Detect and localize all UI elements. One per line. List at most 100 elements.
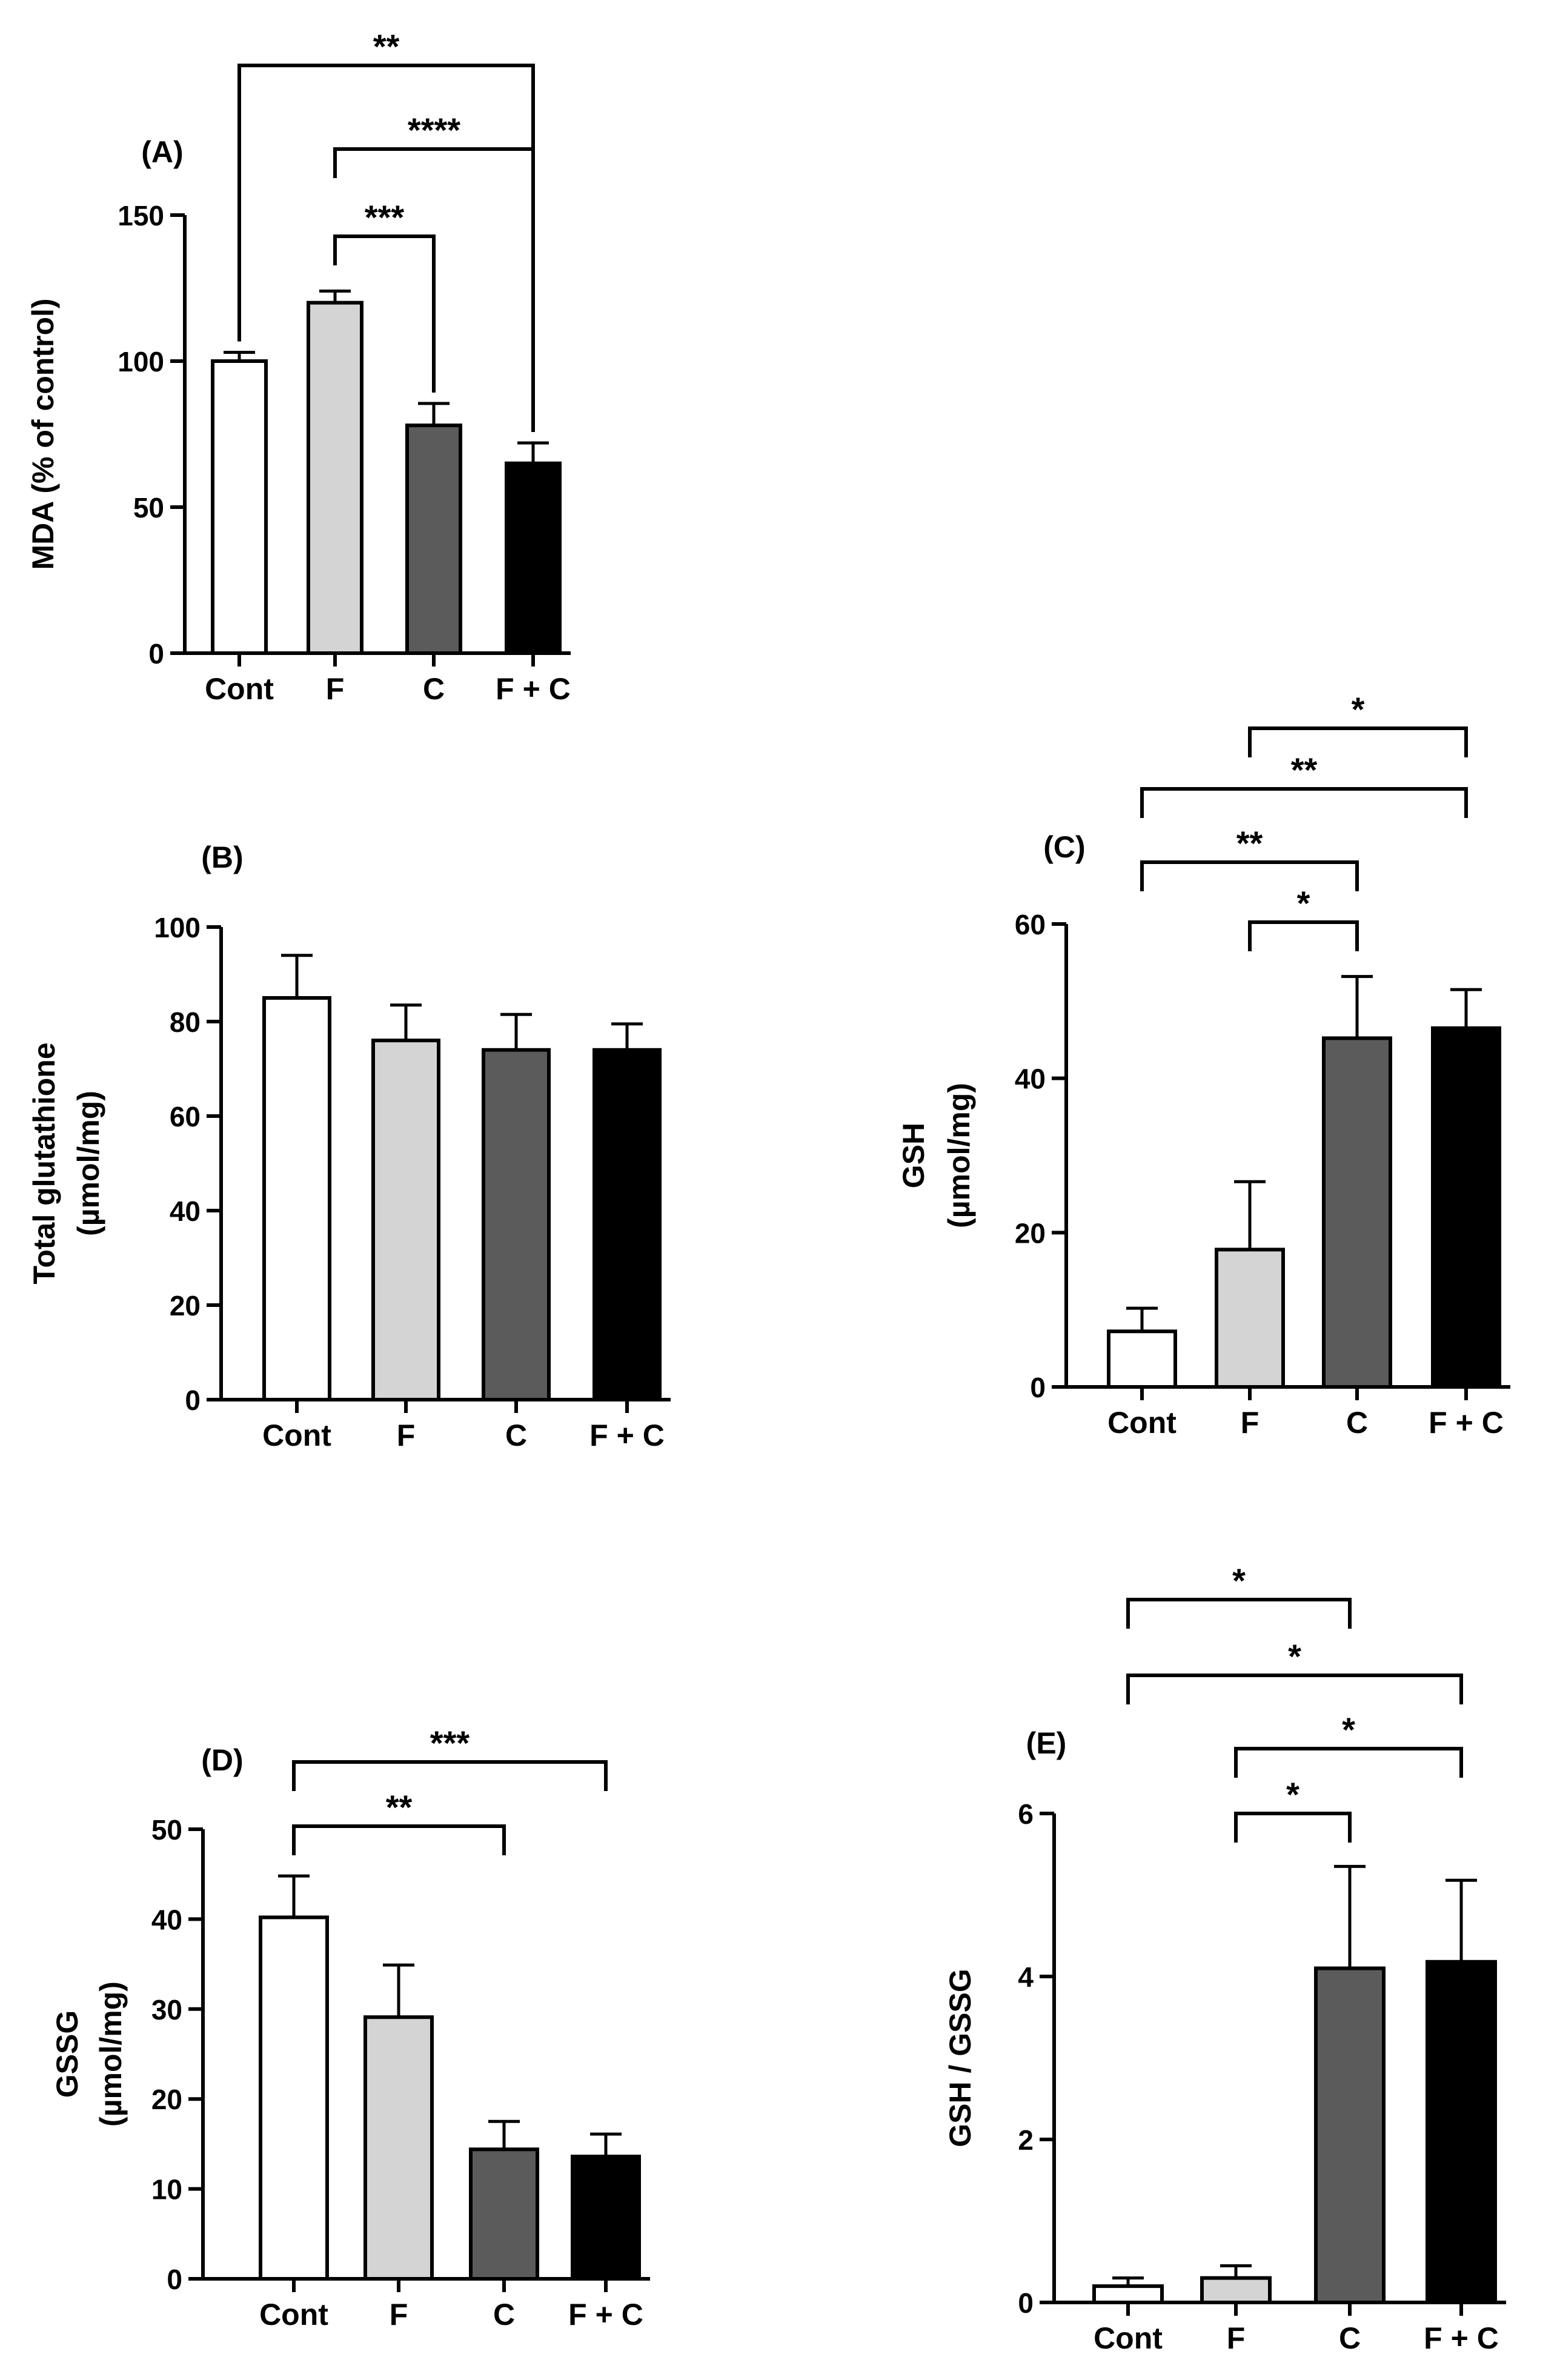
bar-c	[405, 424, 462, 655]
y-tick-label: 0	[185, 1384, 201, 1416]
significance-bracket	[1140, 787, 1468, 818]
significance-label: *	[1297, 884, 1310, 922]
significance-bracket	[1234, 1747, 1463, 1778]
significance-bracket	[1248, 726, 1468, 757]
y-axis-label: GSH / GSSG	[943, 1969, 977, 2147]
panel-e: (E) 0 2 4 6 GSH / GSSG Cont F C F + C * * * *	[943, 1561, 1506, 2355]
bar-cont	[1092, 2284, 1164, 2305]
y-tick-label: 10	[151, 2174, 182, 2205]
x-tick-label: F + C	[568, 2298, 643, 2332]
significance-bracket	[237, 64, 535, 432]
significance-label: **	[1236, 824, 1263, 862]
y-tick-label: 60	[170, 1101, 201, 1132]
bar-fplusc	[1431, 1026, 1501, 1389]
y-tick-label: 20	[151, 2084, 182, 2115]
bar-fplusc	[592, 1048, 662, 1402]
x-tick-label: Cont	[262, 1418, 331, 1452]
x-tick-label: F	[1227, 2321, 1246, 2355]
y-axis-label: MDA (% of control)	[26, 298, 60, 570]
bar-f	[371, 1039, 440, 1401]
y-tick-label: 60	[1015, 909, 1046, 940]
significance-bracket	[1126, 1598, 1352, 1629]
y-tick-label: 30	[151, 1994, 182, 2026]
significance-label: ****	[408, 111, 460, 149]
significance-label: *	[1286, 1775, 1299, 1813]
y-tick-label: 50	[151, 1814, 182, 1846]
x-tick-label: C	[423, 672, 445, 706]
y-tick-label: 40	[151, 1904, 182, 1935]
x-tick-label: F	[390, 2298, 408, 2332]
bar-f	[363, 2015, 434, 2281]
x-tick-label: C	[493, 2298, 515, 2332]
significance-bracket	[333, 147, 535, 432]
y-tick-label: 0	[1030, 1372, 1046, 1403]
bar-c	[1322, 1036, 1392, 1389]
bar-f	[1200, 2276, 1272, 2304]
y-tick-label: 6	[1018, 1798, 1034, 1830]
panel-label: (C)	[1043, 830, 1085, 864]
y-axis-label-units: (µmol/mg)	[71, 1091, 105, 1236]
x-tick-label: C	[1346, 1406, 1368, 1440]
bar-c	[1314, 1966, 1386, 2305]
y-tick-label: 40	[170, 1195, 201, 1227]
x-tick-label: C	[505, 1418, 527, 1452]
y-tick-label: 20	[1015, 1217, 1046, 1249]
bar-fplusc	[571, 2155, 641, 2281]
x-tick-label: F + C	[1424, 2321, 1499, 2355]
y-tick-label: 0	[167, 2264, 182, 2295]
bar-fplusc	[505, 461, 562, 655]
bar-cont	[259, 1915, 329, 2281]
significance-bracket	[1140, 860, 1359, 891]
y-axis-label-units: (µmol/mg)	[942, 1083, 976, 1228]
panel-d: (D) 0 10 20 30 40 50 GSSG (µmol/mg) Cont F C F + C **…	[50, 1724, 650, 2332]
panel-a: (A) 0 50 100 150 MDA (% of control) Cont F C F + …	[26, 27, 571, 706]
significance-bracket	[1126, 1674, 1463, 1704]
significance-label: *	[1288, 1637, 1301, 1675]
y-axis-label: GSSG	[50, 2010, 84, 2098]
significance-label: ***	[365, 198, 405, 236]
bar-f	[1215, 1248, 1285, 1389]
y-tick-label: 2	[1018, 2124, 1034, 2156]
x-tick-label: F + C	[496, 672, 571, 706]
x-tick-label: F + C	[589, 1418, 665, 1452]
bar-cont	[262, 996, 331, 1401]
x-tick-label: F	[1241, 1406, 1260, 1440]
panel-b: (B) 0 20 40 60 80 100 Total glutathione (µmol/mg…	[27, 840, 671, 1452]
x-tick-label: F + C	[1429, 1406, 1504, 1440]
x-tick-label: Cont	[259, 2298, 328, 2332]
y-tick-label: 20	[170, 1290, 201, 1321]
panel-label: (D)	[201, 1743, 243, 1777]
significance-label: *	[1232, 1561, 1246, 1600]
y-axis-label: Total glutathione	[27, 1042, 61, 1284]
y-axis-label: GSH	[897, 1123, 931, 1188]
bar-cont	[211, 359, 268, 655]
bar-c	[469, 2147, 539, 2281]
x-tick-label: C	[1339, 2321, 1361, 2355]
significance-bracket	[292, 1824, 506, 1855]
panel-label: (E)	[1026, 1726, 1067, 1760]
x-tick-label: Cont	[1107, 1406, 1177, 1440]
y-axis-label-units: (µmol/mg)	[94, 1981, 128, 2127]
y-tick-label: 40	[1015, 1063, 1046, 1095]
significance-bracket	[1248, 920, 1359, 951]
significance-label: *	[1352, 690, 1365, 728]
y-tick-label: 0	[148, 638, 164, 670]
x-tick-label: F	[326, 672, 345, 706]
y-tick-label: 80	[170, 1006, 201, 1038]
significance-label: ***	[430, 1724, 470, 1762]
significance-bracket	[333, 234, 436, 393]
bar-cont	[1107, 1329, 1177, 1389]
panel-label: (A)	[141, 135, 183, 169]
bar-fplusc	[1426, 1960, 1497, 2305]
y-tick-label: 150	[118, 200, 164, 231]
significance-bracket	[1234, 1812, 1352, 1843]
y-tick-label: 100	[118, 346, 164, 377]
bar-f	[307, 301, 363, 656]
x-tick-label: Cont	[205, 672, 274, 706]
panel-label: (B)	[201, 840, 243, 874]
y-tick-label: 100	[154, 912, 201, 943]
significance-label: **	[386, 1788, 413, 1826]
x-tick-label: F	[397, 1418, 416, 1452]
